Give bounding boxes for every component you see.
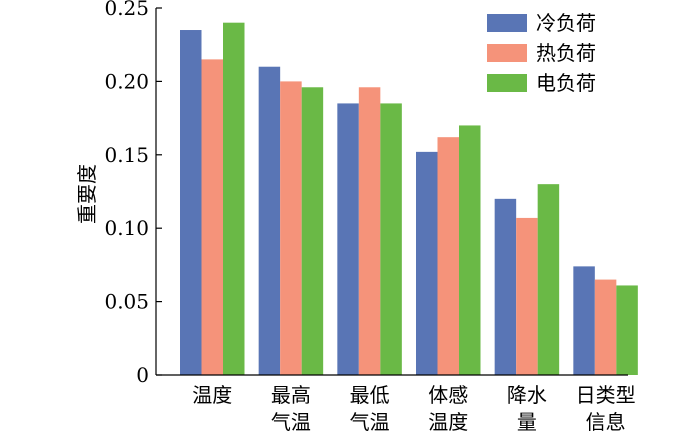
bar <box>537 184 560 375</box>
y-tick-label: 0 <box>136 363 149 387</box>
y-tick-label: 0.20 <box>104 69 149 93</box>
bar <box>380 103 402 376</box>
bar <box>258 66 281 375</box>
bar <box>573 266 595 375</box>
x-category-label: 温度 <box>192 383 232 407</box>
bar <box>358 87 381 375</box>
bars <box>180 22 638 376</box>
y-axis: 0 0.05 0.10 0.15 0.20 0.25 <box>104 0 162 387</box>
y-tick-label: 0.25 <box>104 0 149 20</box>
x-category-label: 降水量 <box>507 383 547 434</box>
bar <box>301 87 324 375</box>
x-category-line: 量 <box>517 410 537 434</box>
x-category-line: 温度 <box>428 410 468 434</box>
x-category-line: 最低 <box>350 383 390 407</box>
bar <box>416 151 438 375</box>
x-category-line: 降水 <box>507 383 547 407</box>
legend-label: 热负荷 <box>536 41 596 65</box>
x-category-label: 最高气温 <box>271 383 311 434</box>
bar <box>494 198 517 375</box>
x-category-label: 日类型信息 <box>576 383 636 434</box>
bar <box>280 81 302 376</box>
x-category-line: 最高 <box>271 383 311 407</box>
bar <box>616 285 638 375</box>
x-category-label: 最低气温 <box>350 383 390 434</box>
bar <box>223 22 245 376</box>
bar <box>180 30 202 376</box>
y-tick-label: 0.15 <box>104 143 149 167</box>
x-category-line: 气温 <box>350 410 390 434</box>
x-category-line: 体感 <box>428 383 468 407</box>
bar <box>337 103 359 376</box>
x-category-line: 信息 <box>586 410 626 434</box>
legend-swatch <box>487 74 527 92</box>
legend-label: 冷负荷 <box>536 11 596 35</box>
bar <box>201 59 223 375</box>
x-category-line: 日类型 <box>576 383 636 407</box>
x-category-label: 体感温度 <box>428 383 468 434</box>
legend-swatch <box>487 44 527 62</box>
bar <box>437 137 459 375</box>
x-category-line: 气温 <box>271 410 311 434</box>
y-tick-label: 0.05 <box>104 290 149 314</box>
axes <box>155 8 628 376</box>
y-axis-title: 重要度 <box>75 164 99 224</box>
x-category-line: 温度 <box>192 383 232 407</box>
legend-swatch <box>487 14 527 32</box>
bar <box>459 125 481 375</box>
y-tick-label: 0.10 <box>104 216 149 240</box>
legend-label: 电负荷 <box>536 71 596 95</box>
bar <box>594 279 617 375</box>
bar <box>516 217 538 375</box>
